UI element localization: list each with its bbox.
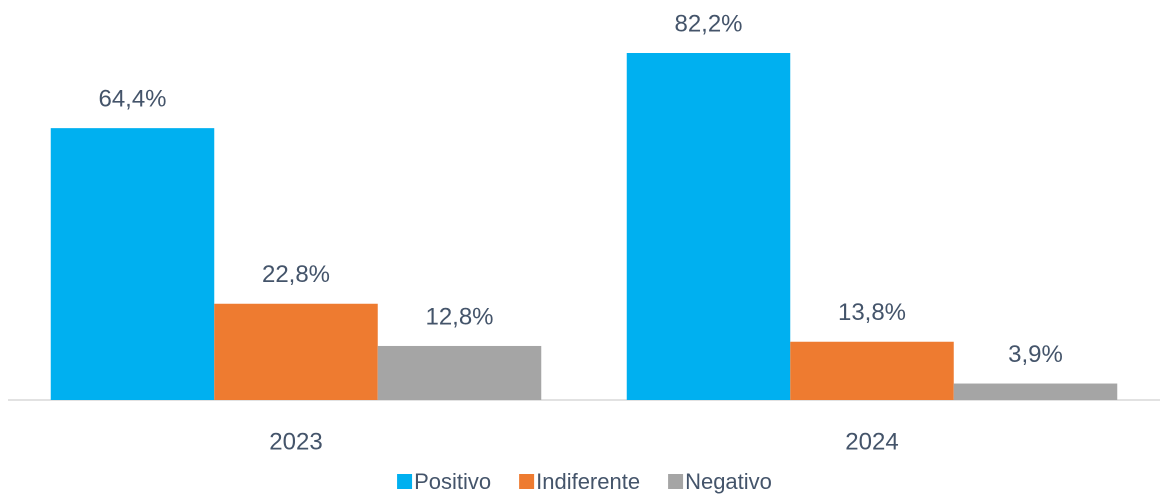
legend-swatch [397,474,413,489]
x-tick-label: 2024 [845,428,898,455]
bar [50,128,215,400]
value-label: 13,8% [838,299,906,326]
bar [214,303,378,400]
bar [953,383,1118,400]
legend-swatch [668,474,684,489]
legend-label: Negativo [685,469,772,494]
value-label: 82,2% [674,10,742,37]
value-label: 12,8% [425,303,493,330]
value-label: 3,9% [1008,341,1063,368]
bar [626,53,791,400]
legend-label: Indiferente [536,469,640,494]
legend-label: Positivo [414,469,491,494]
bar [377,345,542,400]
legend-swatch [519,474,535,489]
value-label: 22,8% [262,261,330,288]
x-tick-label: 2023 [269,428,322,455]
bar [790,341,954,400]
value-label: 64,4% [98,85,166,112]
